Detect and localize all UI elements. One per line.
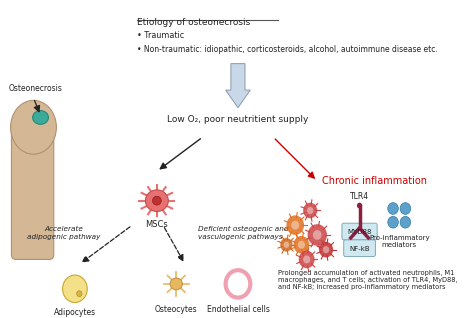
Text: Pro-inflammatory
mediators: Pro-inflammatory mediators bbox=[369, 235, 429, 248]
Circle shape bbox=[280, 238, 292, 252]
Text: Endothelial cells: Endothelial cells bbox=[207, 305, 269, 315]
Circle shape bbox=[63, 275, 87, 302]
Circle shape bbox=[313, 230, 322, 240]
Circle shape bbox=[388, 216, 398, 228]
Ellipse shape bbox=[153, 196, 161, 205]
Circle shape bbox=[308, 224, 327, 246]
Circle shape bbox=[286, 215, 304, 235]
Text: Chronic inflammation: Chronic inflammation bbox=[322, 176, 427, 186]
Circle shape bbox=[365, 234, 372, 242]
Circle shape bbox=[357, 203, 362, 209]
Text: Etiology of osteonecrosis: Etiology of osteonecrosis bbox=[137, 17, 250, 27]
Circle shape bbox=[303, 203, 317, 218]
Text: MSCs: MSCs bbox=[146, 220, 168, 229]
Circle shape bbox=[299, 251, 315, 268]
Circle shape bbox=[283, 242, 289, 248]
Ellipse shape bbox=[33, 111, 48, 124]
FancyBboxPatch shape bbox=[344, 240, 375, 257]
Text: Deficient osteogenic and
vasculogenic pathways: Deficient osteogenic and vasculogenic pa… bbox=[198, 226, 289, 240]
Text: Prolonged accumulation of activated neutrophils, M1
macrophages, and T cells; ac: Prolonged accumulation of activated neut… bbox=[278, 270, 457, 290]
Text: Adipocytes: Adipocytes bbox=[54, 308, 96, 317]
Circle shape bbox=[319, 242, 333, 258]
FancyBboxPatch shape bbox=[342, 223, 377, 240]
Ellipse shape bbox=[170, 278, 182, 290]
Circle shape bbox=[347, 234, 354, 242]
FancyBboxPatch shape bbox=[11, 122, 54, 259]
Text: Osteonecrosis: Osteonecrosis bbox=[9, 84, 63, 93]
Text: Low O₂, poor neutritient supply: Low O₂, poor neutritient supply bbox=[167, 115, 309, 124]
Circle shape bbox=[291, 221, 299, 230]
Text: Accelerate
adipogenic pathway: Accelerate adipogenic pathway bbox=[27, 226, 100, 239]
Circle shape bbox=[226, 270, 250, 298]
Polygon shape bbox=[226, 64, 250, 108]
Ellipse shape bbox=[10, 100, 56, 154]
Circle shape bbox=[400, 203, 410, 214]
Text: Osteocytes: Osteocytes bbox=[155, 305, 198, 315]
Circle shape bbox=[77, 291, 82, 297]
Text: TLR4: TLR4 bbox=[350, 192, 369, 201]
Circle shape bbox=[298, 241, 305, 249]
Text: • Non-traumatic: idiopathic, corticosteroids, alcohol, autoimmune disease etc.: • Non-traumatic: idiopathic, corticoster… bbox=[137, 45, 438, 54]
Circle shape bbox=[400, 216, 410, 228]
Text: • Traumatic: • Traumatic bbox=[137, 31, 184, 40]
Circle shape bbox=[323, 246, 329, 253]
Circle shape bbox=[388, 203, 398, 214]
Text: NF-kB: NF-kB bbox=[349, 246, 370, 252]
Circle shape bbox=[303, 255, 310, 263]
Circle shape bbox=[293, 236, 310, 253]
Circle shape bbox=[307, 207, 313, 214]
Text: MYD88: MYD88 bbox=[347, 229, 372, 235]
Ellipse shape bbox=[146, 190, 168, 211]
